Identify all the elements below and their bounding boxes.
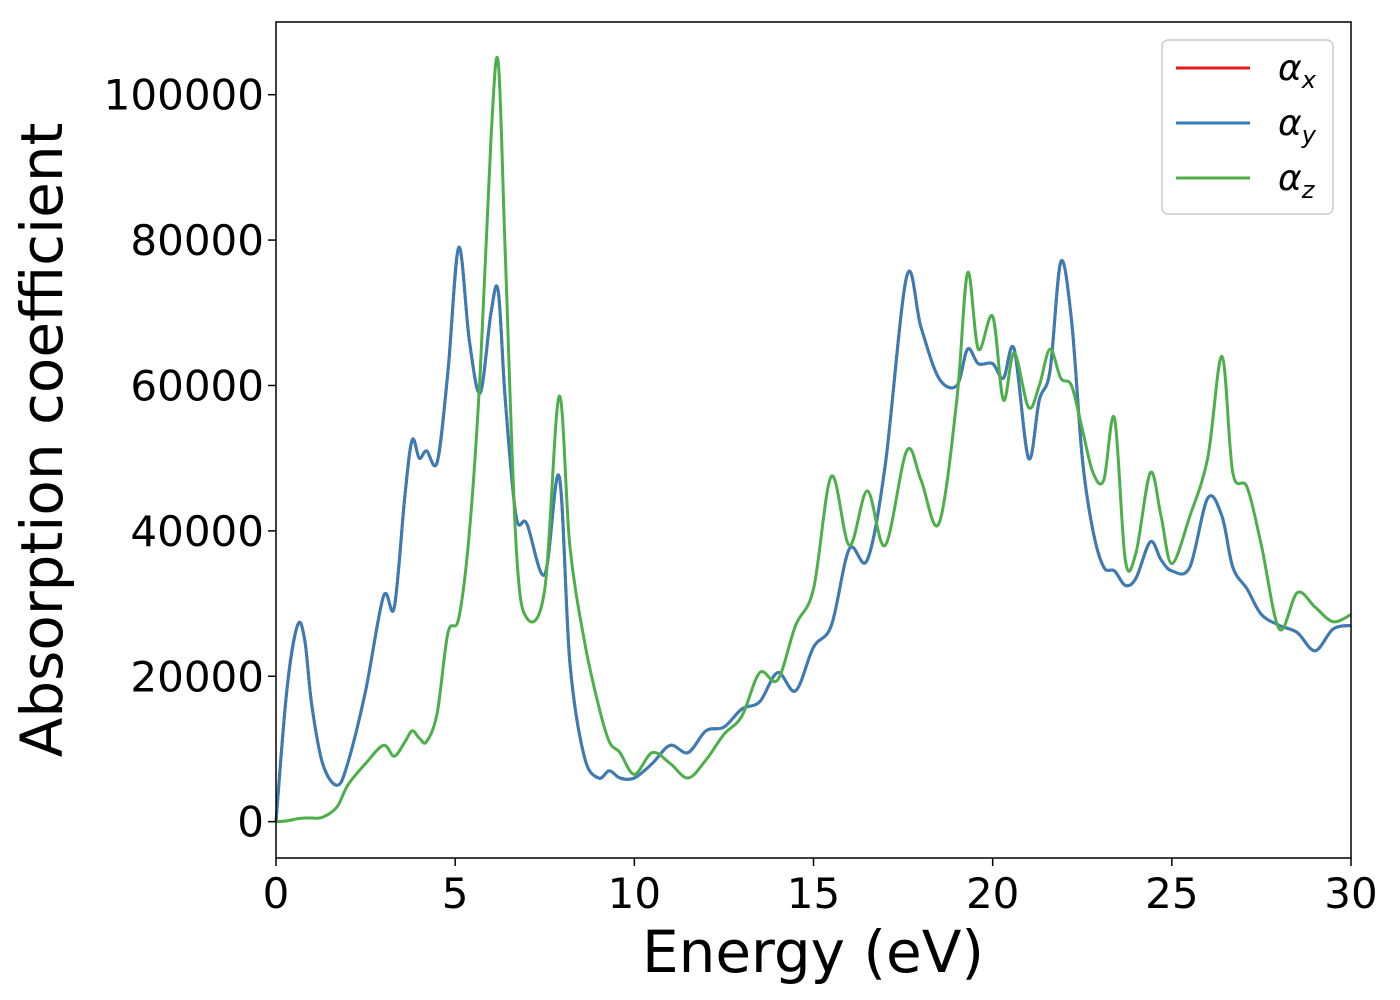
- legend: αx αy αz: [1161, 39, 1334, 215]
- y-tick-label: 40000: [130, 507, 264, 556]
- legend-box: [1161, 39, 1334, 215]
- series-group: [274, 55, 1352, 824]
- x-tick-label: 10: [608, 869, 661, 918]
- x-tick-label: 5: [442, 869, 469, 918]
- y-tick-label: 100000: [104, 71, 264, 120]
- series-line-z: [275, 55, 1352, 824]
- legend-label-z: αz: [1278, 158, 1316, 204]
- x-tick-label: 20: [966, 869, 1019, 918]
- legend-label-x: αx: [1278, 48, 1317, 94]
- x-tick-label: 15: [787, 869, 840, 918]
- series-line-y: [274, 245, 1352, 822]
- y-tick-label: 20000: [130, 652, 264, 701]
- y-axis-title: Absorption coefficient: [8, 123, 76, 758]
- y-axis: 0 20000 40000 60000 80000 100000: [104, 71, 276, 847]
- x-axis-title: Energy (eV): [642, 918, 984, 986]
- y-tick-label: 60000: [130, 361, 264, 410]
- x-axis: 0 5 10 15 20 25 30: [263, 858, 1378, 918]
- y-tick-label: 80000: [130, 216, 264, 265]
- y-tick-label: 0: [237, 798, 264, 847]
- x-tick-label: 30: [1324, 869, 1377, 918]
- x-tick-label: 25: [1145, 869, 1198, 918]
- legend-label-y: αy: [1278, 103, 1317, 149]
- x-tick-label: 0: [263, 869, 290, 918]
